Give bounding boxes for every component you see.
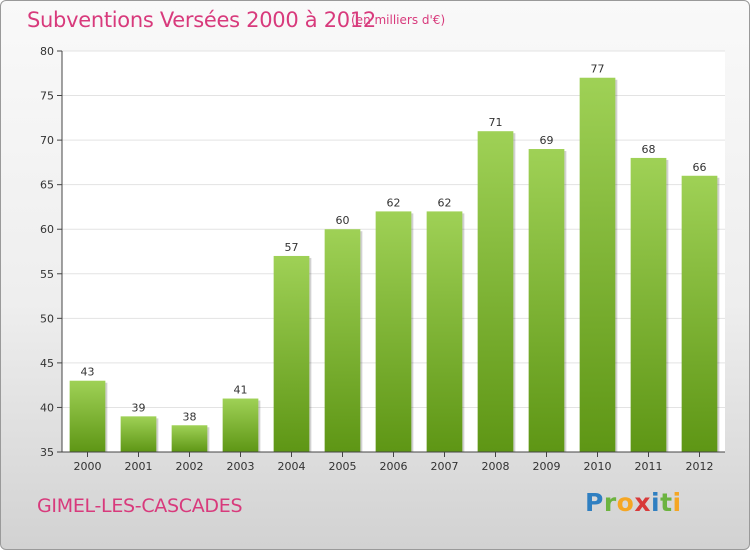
data-label: 39 bbox=[132, 401, 146, 414]
bar bbox=[426, 211, 463, 452]
y-tick-label: 65 bbox=[40, 179, 54, 192]
x-tick-label: 2001 bbox=[125, 460, 153, 473]
bar bbox=[528, 149, 565, 452]
x-tick-label: 2007 bbox=[431, 460, 459, 473]
bar bbox=[630, 157, 667, 452]
bar bbox=[171, 425, 208, 452]
data-label: 43 bbox=[81, 366, 95, 379]
y-tick-label: 75 bbox=[40, 90, 54, 103]
x-tick-label: 2005 bbox=[329, 460, 357, 473]
data-label: 68 bbox=[642, 143, 656, 156]
data-label: 60 bbox=[336, 214, 350, 227]
y-tick-label: 45 bbox=[40, 357, 54, 370]
x-tick-label: 2010 bbox=[584, 460, 612, 473]
y-tick-label: 40 bbox=[40, 401, 54, 414]
y-tick-label: 55 bbox=[40, 268, 54, 281]
y-tick-label: 60 bbox=[40, 223, 54, 236]
bar bbox=[69, 380, 106, 452]
bar bbox=[324, 229, 361, 452]
x-tick-label: 2002 bbox=[176, 460, 204, 473]
data-label: 38 bbox=[183, 410, 197, 423]
x-tick-label: 2011 bbox=[635, 460, 663, 473]
x-tick-label: 2000 bbox=[74, 460, 102, 473]
y-tick-label: 70 bbox=[40, 134, 54, 147]
y-tick-label: 50 bbox=[40, 312, 54, 325]
place-name: GIMEL-LES-CASCADES bbox=[37, 495, 243, 517]
x-tick-label: 2008 bbox=[482, 460, 510, 473]
data-label: 41 bbox=[234, 384, 248, 397]
bar bbox=[477, 131, 514, 452]
x-tick-label: 2009 bbox=[533, 460, 561, 473]
y-tick-label: 80 bbox=[40, 45, 54, 58]
data-label: 57 bbox=[285, 241, 299, 254]
bar bbox=[222, 398, 259, 452]
data-label: 62 bbox=[387, 196, 401, 209]
x-tick-label: 2006 bbox=[380, 460, 408, 473]
x-tick-label: 2004 bbox=[278, 460, 306, 473]
data-label: 77 bbox=[591, 63, 605, 76]
x-tick-label: 2012 bbox=[686, 460, 714, 473]
bar bbox=[375, 211, 412, 452]
data-label: 62 bbox=[438, 196, 452, 209]
bar bbox=[273, 255, 310, 452]
data-label: 71 bbox=[489, 116, 503, 129]
bar bbox=[579, 77, 616, 452]
x-tick-label: 2003 bbox=[227, 460, 255, 473]
data-label: 69 bbox=[540, 134, 554, 147]
chart-title: Subventions Versées 2000 à 2012 bbox=[27, 8, 376, 32]
proxiti-logo: Proxiti bbox=[585, 488, 682, 517]
unit-note: (en milliers d'€) bbox=[351, 13, 446, 27]
data-label: 66 bbox=[693, 161, 707, 174]
y-tick-label: 35 bbox=[40, 446, 54, 459]
bar bbox=[120, 416, 157, 452]
bar bbox=[681, 175, 718, 452]
